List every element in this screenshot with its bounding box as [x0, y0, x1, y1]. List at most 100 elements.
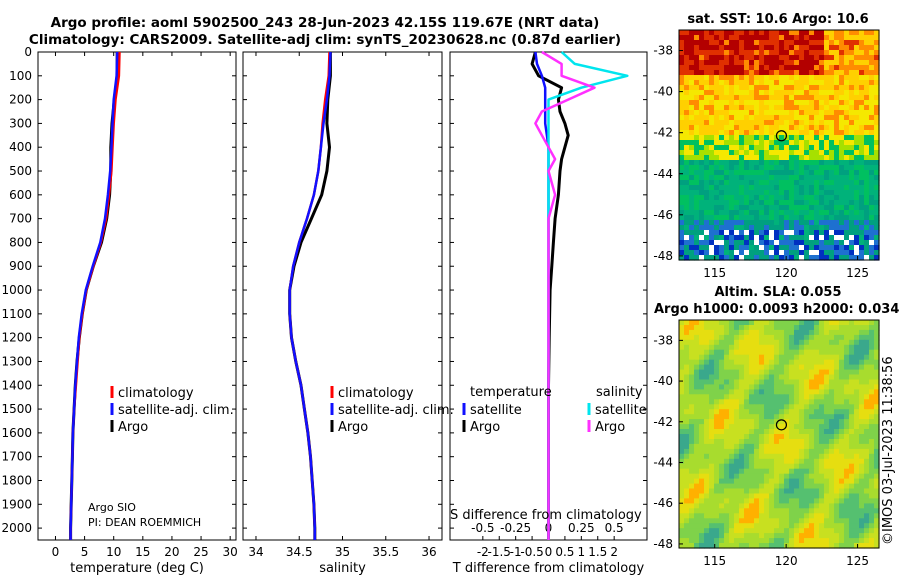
sst-cell	[789, 110, 795, 116]
sla-cell	[734, 429, 740, 435]
sst-cell	[679, 200, 685, 206]
x-tick-label: 20	[164, 545, 179, 559]
sla-cell	[874, 538, 880, 544]
sst-cell	[849, 145, 855, 151]
sst-cell	[809, 165, 815, 171]
sst-cell	[779, 170, 785, 176]
sst-cell	[849, 45, 855, 51]
sla-cell	[754, 443, 760, 450]
sst-cell	[724, 140, 730, 146]
sla-cell	[694, 513, 700, 519]
sst-cell	[784, 65, 790, 71]
sla-cell	[864, 409, 870, 415]
sla-cell	[844, 325, 850, 331]
sst-cell	[789, 200, 795, 206]
sla-cell	[859, 503, 865, 509]
sst-cell	[699, 190, 705, 196]
sst-cell	[749, 95, 755, 101]
s-tick-label: -0.5	[471, 521, 494, 535]
sla-cell	[814, 339, 820, 346]
sst-cell	[809, 180, 815, 186]
sst-cell	[714, 235, 720, 241]
sst-cell	[854, 75, 860, 81]
sst-cell	[799, 105, 805, 111]
legend-label-climatology: climatology	[338, 386, 414, 401]
sst-cell	[829, 230, 835, 236]
sst-cell	[744, 200, 750, 206]
sst-cell	[784, 205, 790, 211]
y-tick-label: 1900	[1, 497, 32, 511]
sst-cell	[729, 205, 735, 211]
sla-cell	[759, 523, 765, 529]
sla-cell	[689, 453, 695, 460]
sla-cell	[864, 354, 870, 361]
sst-cell	[744, 175, 750, 181]
sst-cell	[854, 100, 860, 106]
sst-cell	[739, 90, 745, 96]
sla-cell	[814, 533, 820, 539]
sst-cell	[829, 55, 835, 61]
sst-cell	[699, 210, 705, 216]
sst-cell	[849, 240, 855, 246]
sla-cell	[829, 468, 835, 475]
imos-stamp: ©IMOS 03-Jul-2023 11:38:56	[881, 356, 896, 545]
sla-cell	[714, 384, 720, 390]
sst-cell	[784, 175, 790, 181]
sla-cell	[829, 543, 835, 549]
sst-cell	[854, 60, 860, 66]
sst-cell	[684, 40, 690, 46]
sla-cell	[734, 448, 740, 455]
sla-cell	[694, 384, 700, 390]
x-tick-label: 1	[578, 545, 586, 559]
s-difference-label: S difference from climatology	[450, 508, 642, 523]
sst-cell	[734, 60, 740, 66]
sst-cell	[754, 55, 760, 61]
sst-cell	[749, 110, 755, 116]
x-tick-label: 25	[193, 545, 208, 559]
sla-cell	[814, 468, 820, 475]
sst-cell	[859, 125, 865, 131]
sst-cell	[729, 230, 735, 236]
sla-cell	[779, 523, 785, 529]
sla-cell	[739, 448, 745, 455]
sst-cell	[799, 75, 805, 81]
sst-cell	[714, 155, 720, 161]
sst-cell	[709, 190, 715, 196]
sla-cell	[874, 463, 880, 470]
sla-cell	[859, 478, 865, 485]
sst-cell	[814, 105, 820, 111]
sst-cell	[754, 170, 760, 176]
sla-cell	[864, 468, 870, 475]
sst-cell	[714, 45, 720, 51]
sla-cell	[839, 429, 845, 435]
sla-cell	[704, 434, 710, 440]
sla-cell	[719, 409, 725, 415]
sla-cell	[704, 394, 710, 400]
sla-cell	[749, 434, 755, 440]
sla-cell	[704, 463, 710, 470]
sst-cell	[769, 190, 775, 196]
sla-cell	[859, 463, 865, 470]
sla-cell	[804, 483, 810, 490]
sla-cell	[789, 369, 795, 376]
sst-cell	[719, 80, 725, 86]
sst-cell	[694, 245, 700, 251]
sst-cell	[869, 220, 875, 226]
sst-cell	[819, 170, 825, 176]
sla-cell	[734, 488, 740, 495]
sst-cell	[689, 150, 695, 156]
sla-cell	[809, 473, 815, 480]
sla-cell	[839, 448, 845, 455]
sla-cell	[849, 473, 855, 480]
sst-cell	[749, 40, 755, 46]
sst-cell	[874, 245, 880, 251]
sla-cell	[849, 528, 855, 534]
sla-cell	[869, 483, 875, 490]
sst-cell	[789, 185, 795, 191]
sla-cell	[844, 478, 850, 485]
sla-cell	[729, 468, 735, 475]
sla-cell	[744, 448, 750, 455]
sst-cell	[744, 230, 750, 236]
sst-cell	[834, 165, 840, 171]
sst-cell	[719, 50, 725, 56]
